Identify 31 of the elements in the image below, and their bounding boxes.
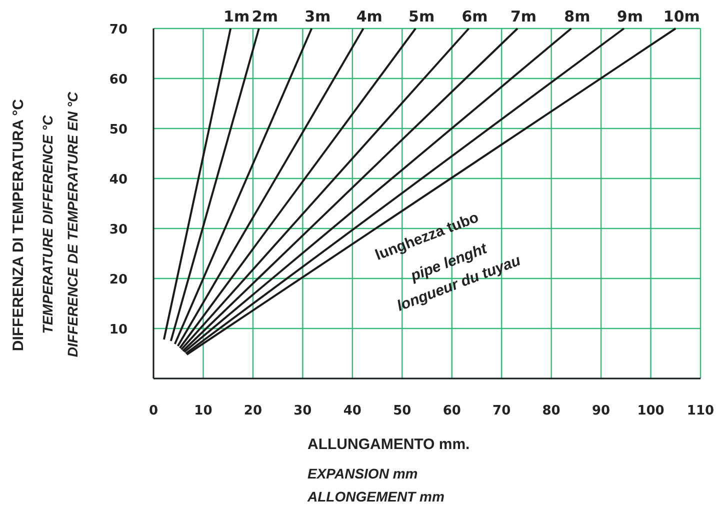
y-tick-label: 40 [109,172,128,188]
x-tick-label: 0 [148,404,158,418]
x-tick-label: 90 [592,404,610,418]
x-tick-label: 20 [244,404,262,418]
series-label: 5m [408,8,435,26]
y-tick-label: 30 [109,222,128,238]
x-tick-label: 60 [442,404,461,418]
y-tick-label: 60 [109,72,128,88]
x-tick-label: 40 [343,404,362,418]
series-label: 1m [224,8,250,26]
series-label: 9m [616,8,643,26]
x-tick-label: 100 [637,404,664,418]
series-label: 8m [564,8,590,26]
y-tick-label: 70 [109,22,128,38]
series-label: 3m [304,8,331,26]
y-axis-title: DIFFERENZA DI TEMPERATURA °C TEMPERATURE DIFFERENCE °C DIFFERENCE DE TEMPERATURE EN °C [10,91,80,358]
y-tick-label: 50 [109,122,128,138]
x-tick-label: 10 [194,404,212,418]
series-label: 2m [252,8,278,26]
y-tick-label: 10 [109,322,128,338]
x-tick-label: 80 [542,404,560,418]
series-label: 4m [356,8,382,26]
x-tick-label: 50 [393,404,412,418]
y-tick-label: 20 [109,272,128,288]
x-tick-label: 70 [492,404,511,418]
x-tick-label: 30 [294,404,312,418]
series-label: 10m [663,8,700,26]
series-label: 6m [462,8,488,26]
series-label: 7m [510,8,537,26]
x-axis-title: ALLUNGAMENTO mm. EXPANSION mm ALLONGEMENT mm [306,436,470,504]
x-tick-label: 110 [686,404,714,418]
